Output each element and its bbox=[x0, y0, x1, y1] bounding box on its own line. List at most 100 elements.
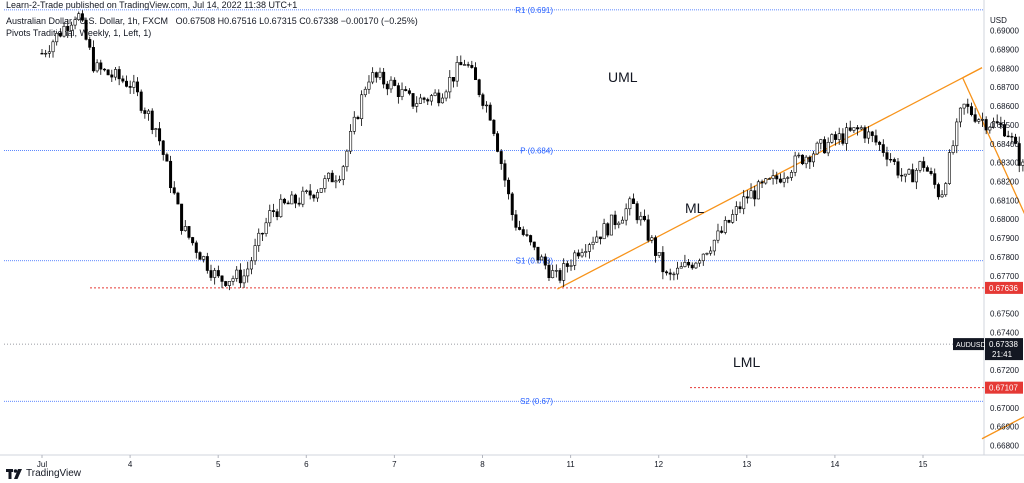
price-axis: USD 0.69000 0.68900 0.68800 0.68700 0.68600 0.… bbox=[990, 16, 1019, 451]
candle-body bbox=[911, 169, 915, 183]
candle-body bbox=[969, 106, 973, 115]
candle-body bbox=[470, 65, 474, 68]
candle-body bbox=[69, 24, 73, 31]
candle-body bbox=[297, 202, 301, 205]
candle-body bbox=[429, 95, 433, 102]
candle-body bbox=[914, 169, 918, 183]
candle-body bbox=[84, 19, 88, 40]
candle-body bbox=[767, 178, 771, 180]
y-tick-label: 0.67800 bbox=[990, 253, 1019, 262]
candle-body bbox=[554, 270, 558, 272]
candle-body bbox=[213, 270, 217, 278]
candle-body bbox=[66, 25, 70, 31]
candle-body bbox=[933, 173, 937, 185]
candle-body bbox=[870, 131, 874, 136]
y-tick-label: 0.68800 bbox=[990, 64, 1019, 73]
candle-body bbox=[863, 127, 867, 139]
candle-body bbox=[319, 188, 323, 193]
time-axis: Jul 4 5 6 7 8 11 12 13 14 15 bbox=[37, 455, 928, 469]
candle-body bbox=[808, 156, 812, 163]
candle-body bbox=[753, 190, 757, 200]
current-price-tag bbox=[985, 338, 1023, 361]
candle-body bbox=[191, 237, 195, 244]
tradingview-logo[interactable]: TradingView bbox=[6, 468, 81, 479]
chart-labels: UML ML LML bbox=[608, 69, 760, 370]
candle-body bbox=[782, 178, 786, 183]
candle-body bbox=[466, 64, 470, 66]
candle-body bbox=[573, 252, 577, 266]
candle-body bbox=[690, 264, 694, 269]
candle-body bbox=[992, 121, 996, 128]
candle-body bbox=[661, 252, 665, 273]
candle-body bbox=[841, 133, 845, 144]
candle-body bbox=[444, 91, 448, 99]
candle-body bbox=[694, 262, 698, 269]
candle-body bbox=[745, 196, 749, 199]
candle-body bbox=[77, 13, 81, 20]
candle-body bbox=[973, 114, 977, 122]
candle-body bbox=[955, 121, 959, 147]
candle-body bbox=[389, 79, 393, 90]
candle-body bbox=[481, 94, 485, 106]
candle-body bbox=[275, 211, 279, 218]
pivot-label: R1 (0.691) bbox=[515, 6, 553, 15]
candle-body bbox=[775, 175, 779, 180]
candle-body bbox=[95, 62, 99, 72]
candle-body bbox=[352, 116, 356, 132]
candle-body bbox=[856, 127, 860, 130]
candle-body bbox=[609, 214, 613, 236]
candle-body bbox=[756, 181, 760, 200]
indicator-label[interactable]: Pivots Traditional, Weekly, 1, Left, 1) bbox=[6, 28, 152, 38]
candle-body bbox=[455, 62, 459, 82]
candle-body bbox=[837, 133, 841, 140]
candle-body bbox=[536, 246, 540, 261]
y-tick-label: 0.68000 bbox=[990, 215, 1019, 224]
x-tick-label: 15 bbox=[919, 460, 928, 469]
x-tick-label: 5 bbox=[216, 460, 221, 469]
candle-body bbox=[1014, 136, 1018, 144]
candle-body bbox=[80, 13, 84, 21]
candle-body bbox=[852, 127, 856, 131]
candle-body bbox=[440, 97, 444, 104]
candle-body bbox=[51, 41, 55, 53]
candle-body bbox=[947, 152, 951, 184]
publisher-line: Learn-2-Trade published on TradingView.c… bbox=[6, 0, 297, 10]
publisher-text: Learn-2-Trade published on TradingView.c… bbox=[6, 0, 298, 10]
candle-body bbox=[485, 104, 489, 107]
x-tick-label: 8 bbox=[480, 460, 485, 469]
pivot-lines: R1 (0.691) P (0.684) S1 (0.678) S2 (0.67) bbox=[4, 6, 984, 406]
y-tick-label: 0.67200 bbox=[990, 366, 1019, 375]
candle-body bbox=[896, 161, 900, 176]
candles bbox=[40, 10, 1024, 291]
candle-body bbox=[345, 150, 349, 168]
candle-body bbox=[558, 270, 562, 281]
y-tick-label: 0.67000 bbox=[990, 404, 1019, 413]
x-tick-label: 11 bbox=[566, 460, 575, 469]
candle-body bbox=[150, 110, 154, 130]
candle-body bbox=[892, 159, 896, 162]
current-symbol-tag bbox=[953, 338, 984, 351]
candle-body bbox=[580, 252, 584, 257]
candle-body bbox=[271, 210, 275, 212]
x-tick-label: 13 bbox=[742, 460, 751, 469]
candle-body bbox=[936, 184, 940, 198]
candle-body bbox=[830, 134, 834, 143]
candle-body bbox=[374, 72, 378, 78]
candle-body bbox=[749, 190, 753, 199]
candle-body bbox=[639, 215, 643, 221]
candle-body bbox=[778, 178, 782, 183]
candle-body bbox=[356, 116, 360, 119]
candle-body bbox=[922, 161, 926, 168]
candle-body bbox=[738, 206, 742, 210]
candle-body bbox=[58, 32, 62, 37]
candle-body bbox=[323, 178, 327, 189]
candle-body bbox=[734, 206, 738, 215]
y-tick-label: 0.67500 bbox=[990, 310, 1019, 319]
x-tick-label: Jul bbox=[37, 460, 47, 469]
candle-body bbox=[944, 183, 948, 196]
candle-body bbox=[529, 235, 533, 243]
y-tick-label: 0.68600 bbox=[990, 102, 1019, 111]
candle-body bbox=[124, 80, 128, 87]
